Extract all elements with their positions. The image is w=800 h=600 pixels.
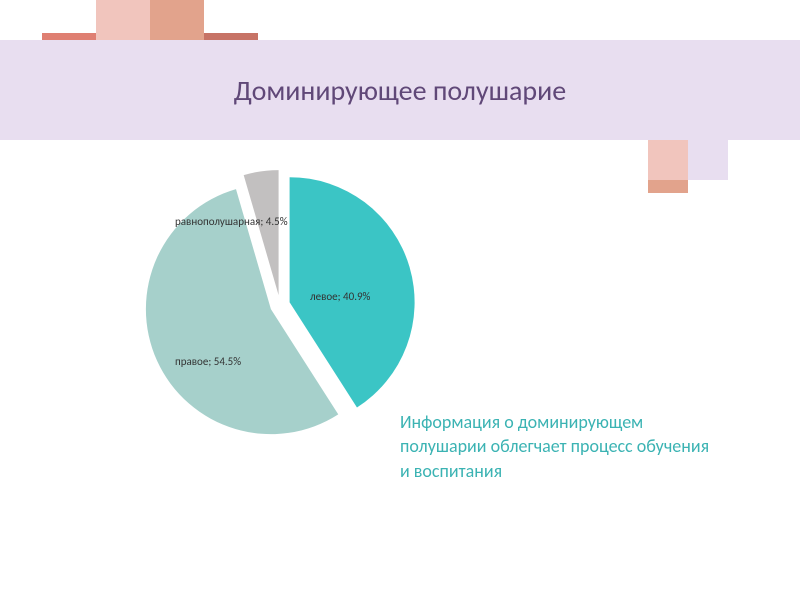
decor-side-block-2 — [648, 180, 688, 193]
pie-svg — [120, 160, 470, 450]
decor-top-block-2 — [150, 0, 204, 40]
caption-text: Информация о доминирующем полушарии обле… — [400, 410, 720, 483]
slice-label-левое: левое; 40.9% — [310, 290, 370, 303]
decor-top-block-0 — [42, 33, 96, 40]
decor-top-block-1 — [96, 0, 150, 40]
page-title: Доминирующее полушарие — [234, 73, 566, 108]
decor-top-block-3 — [204, 33, 258, 40]
decor-side-block-1 — [688, 140, 728, 180]
slice-label-правое: правое; 54.5% — [175, 355, 241, 368]
decor-side-block-0 — [648, 140, 688, 180]
pie-chart: левое; 40.9% правое; 54.5% равнополушарная… — [120, 160, 470, 440]
slice-label-равнополушарная: равнополушарная; 4.5% — [175, 215, 288, 228]
title-band: Доминирующее полушарие — [0, 40, 800, 140]
